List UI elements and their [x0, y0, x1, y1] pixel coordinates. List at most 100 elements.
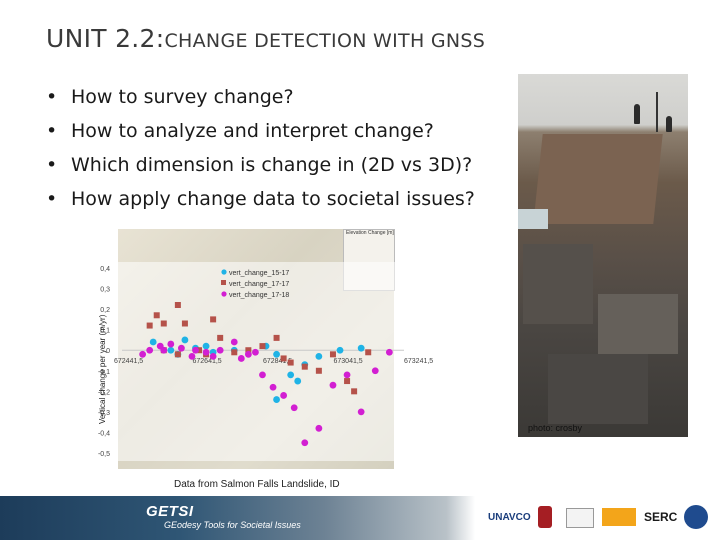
- chart-data-point: [245, 347, 252, 354]
- chart-x-tick-label: 673041,5: [334, 358, 363, 365]
- chart-data-point: [202, 348, 210, 356]
- chart-data-point: [294, 377, 302, 385]
- chart-y-tick-label: 0,4: [100, 266, 110, 273]
- title-unit: UNIT 2.2:: [46, 24, 165, 53]
- chart-data-point: [181, 336, 189, 344]
- university-logo[interactable]: [566, 508, 594, 528]
- getsi-logo: GETSI: [146, 503, 194, 520]
- title-rest: CHANGE DETECTION WITH GNSS: [164, 30, 486, 52]
- chart-data-point: [216, 346, 224, 354]
- chart-data-point: [192, 346, 199, 354]
- chart-legend-marker: [221, 269, 227, 275]
- chart-y-tick-label: -0,4: [98, 430, 110, 437]
- chart-y-tick-label: -0,3: [98, 410, 110, 417]
- chart-y-tick-label: 0,2: [100, 307, 110, 314]
- chart-data-point: [153, 312, 160, 319]
- idaho-state-logo[interactable]: [602, 508, 636, 526]
- bullet-item: • How to analyze and interpret change?: [46, 114, 475, 148]
- bullet-glyph: •: [46, 86, 58, 108]
- chart-data-point: [343, 371, 351, 379]
- chart-legend-label: vert_change_15-17: [229, 270, 289, 277]
- bullet-item: • Which dimension is change in (2D vs 3D)…: [46, 148, 475, 182]
- chart-data-point: [188, 352, 196, 360]
- slide-title: UNIT 2.2:CHANGE DETECTION WITH GNSS: [46, 24, 485, 53]
- chart-data-point: [177, 344, 185, 352]
- vertical-change-chart: 0,4 0,3 0,2 0,1 0 -0,1 -0,2 -0,3 -0,4 -0,5 672441,…: [98, 262, 433, 461]
- chart-data-point: [146, 346, 154, 354]
- chart-data-point: [290, 404, 298, 412]
- chart-data-point: [160, 320, 167, 327]
- chart-data-point: [139, 350, 147, 358]
- bullet-glyph: •: [46, 120, 58, 142]
- chart-data-point: [315, 352, 323, 360]
- bullet-item: • How apply change data to societal issue…: [46, 182, 475, 216]
- chart-data-point: [160, 346, 168, 354]
- chart-data-point: [273, 396, 280, 403]
- chart-data-point: [167, 346, 175, 354]
- chart-data-point: [149, 338, 157, 346]
- chart-data-point: [287, 371, 295, 379]
- chart-data-point: [315, 367, 322, 374]
- chart-data-point: [273, 334, 280, 341]
- rock-shape: [533, 134, 663, 224]
- bullet-text: How to survey change?: [71, 86, 294, 108]
- chart-data-point: [329, 351, 336, 358]
- bullet-text: How apply change data to societal issues…: [71, 188, 475, 210]
- nsf-logo[interactable]: [684, 505, 708, 529]
- chart-data-point: [371, 367, 379, 375]
- chart-data-point: [280, 392, 288, 399]
- surveyor-figure: [666, 116, 672, 132]
- chart-x-tick-label: 672441,5: [114, 358, 143, 365]
- chart-data-point: [146, 322, 153, 329]
- gnss-pole: [656, 92, 658, 132]
- chart-data-point: [336, 346, 344, 354]
- cliff-photo: photo: crosby: [518, 74, 688, 437]
- chart-data-point: [280, 355, 287, 362]
- unavco-logo[interactable]: UNAVCO: [488, 512, 531, 523]
- bullet-glyph: •: [46, 154, 58, 176]
- chart-y-tick-label: -0,1: [98, 369, 110, 376]
- chart-y-tick-label: -0,2: [98, 389, 110, 396]
- chart-legend-marker: [221, 280, 226, 285]
- chart-data-point: [237, 355, 245, 362]
- chart-data-point: [357, 408, 365, 416]
- chart-data-point: [351, 388, 358, 395]
- footer-banner: GETSI GEodesy Tools for Societal Issues …: [0, 496, 720, 540]
- chart-x-tick-label: 672641,5: [193, 358, 222, 365]
- surveyor-figure: [634, 104, 640, 124]
- bullet-glyph: •: [46, 188, 58, 210]
- chart-data-point: [344, 378, 351, 385]
- chart-data-point: [196, 347, 203, 354]
- photo-credit: photo: crosby: [528, 423, 583, 433]
- rock-shape: [523, 244, 593, 324]
- chart-data-point: [174, 351, 181, 358]
- chart-legend-marker: [221, 291, 227, 297]
- chart-data-point: [167, 340, 175, 348]
- chart-data-point: [273, 350, 280, 358]
- chart-y-axis-label: Vertical change per year (m/yr): [98, 314, 107, 424]
- chart-data-point: [202, 342, 210, 350]
- bullet-item: • How to survey change?: [46, 80, 475, 114]
- chart-data-point: [244, 350, 252, 358]
- map-legend-title: Elevation Change [m]: [346, 230, 394, 236]
- chart-data-point: [269, 383, 277, 391]
- chart-y-tick-label: 0,1: [100, 328, 110, 335]
- chart-data-point: [230, 338, 238, 346]
- bullet-list: • How to survey change? • How to analyze a…: [46, 80, 475, 216]
- chart-x-tick-label: 672841,5: [263, 358, 292, 365]
- chart-caption: Data from Salmon Falls Landslide, ID: [174, 479, 340, 490]
- bullet-text: How to analyze and interpret change?: [71, 120, 434, 142]
- chart-data-point: [315, 424, 323, 432]
- chart-data-point: [252, 348, 259, 356]
- chart-data-point: [301, 439, 309, 447]
- chart-y-tick-label: 0,3: [100, 287, 110, 294]
- chart-data-point: [357, 344, 365, 352]
- serc-logo[interactable]: SERC: [644, 510, 678, 524]
- chart-data-point: [301, 363, 308, 370]
- chart-data-point: [174, 302, 181, 308]
- chart-data-point: [287, 359, 294, 366]
- iu-logo[interactable]: [538, 506, 552, 528]
- chart-data-point: [217, 334, 224, 341]
- chart-data-point: [259, 371, 266, 379]
- chart-x-tick-label: 673241,5: [404, 358, 433, 365]
